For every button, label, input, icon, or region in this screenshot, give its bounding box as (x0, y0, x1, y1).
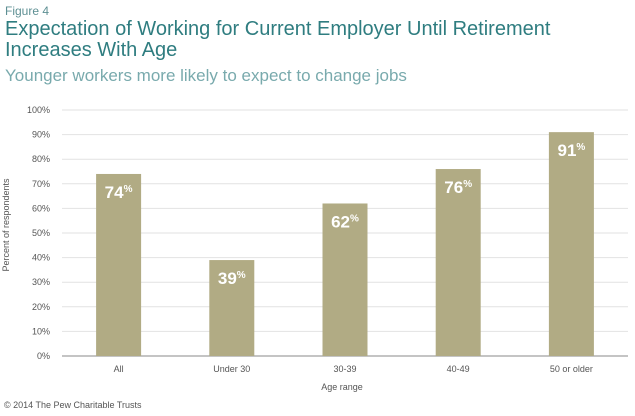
bar-layer: 74% 39% 62% 76% 91% (96, 132, 594, 356)
y-tick-label: 40% (32, 253, 50, 263)
y-tick-label: 50% (32, 228, 50, 238)
bar (548, 132, 594, 356)
bar (435, 169, 481, 356)
y-axis-label: Percent of respondents (1, 178, 11, 272)
x-tick-label: Under 30 (213, 364, 250, 374)
y-tick-label: 90% (32, 130, 50, 140)
bar-data-label: 74% (105, 183, 133, 202)
bar-data-label: 91% (557, 141, 585, 160)
x-tick-label: 50 or older (550, 364, 593, 374)
y-tick-label: 20% (32, 302, 50, 312)
bar-data-label: 39% (218, 269, 246, 288)
chart-title: Expectation of Working for Current Emplo… (5, 18, 551, 61)
bar (209, 260, 255, 356)
y-tick-label: 70% (32, 179, 50, 189)
chart-subtitle: Younger workers more likely to expect to… (5, 66, 407, 85)
y-tick-layer: 0% 10% 20% 30% 40% 50% 60% 70% 80% 90% 100% (27, 105, 50, 361)
y-tick-label: 30% (32, 277, 50, 287)
x-tick-label: 30-39 (333, 364, 356, 374)
y-tick-label: 0% (37, 351, 50, 361)
figure-label: Figure 4 (5, 4, 50, 18)
y-tick-label: 100% (27, 105, 50, 115)
x-tick-label: 40-49 (447, 364, 470, 374)
x-tick-label: All (114, 364, 124, 374)
bar (322, 203, 368, 356)
copyright-footer: © 2014 The Pew Charitable Trusts (4, 400, 142, 410)
x-tick-layer: All Under 30 30-39 40-49 50 or older (114, 364, 593, 374)
bar-data-label: 62% (331, 212, 359, 231)
y-tick-label: 80% (32, 154, 50, 164)
bar (96, 173, 142, 356)
x-axis-label: Age range (321, 382, 363, 392)
y-tick-label: 60% (32, 203, 50, 213)
y-tick-label: 10% (32, 326, 50, 336)
bar-data-label: 76% (444, 178, 472, 197)
